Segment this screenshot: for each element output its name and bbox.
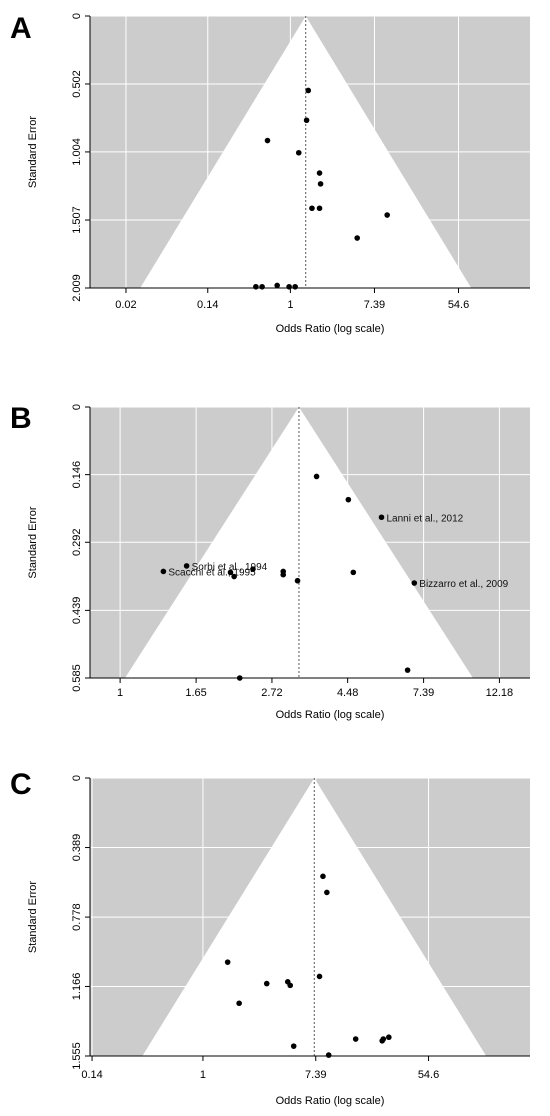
data-point bbox=[295, 149, 302, 156]
data-point bbox=[290, 1043, 297, 1049]
study-label: Lanni et al., 2012 bbox=[387, 513, 464, 524]
x-tick-label: 4.48 bbox=[337, 687, 358, 699]
data-point bbox=[317, 181, 324, 187]
data-points: Lanni et al., 2012 Sorbi et al., 1994Scac… bbox=[160, 473, 509, 681]
data-point bbox=[350, 569, 357, 576]
y-tick-label: 0.585 bbox=[71, 664, 83, 692]
funnel-plot-panel-b: B Lanni et al., 2012 Sorbi et al., 1994 Sc… bbox=[0, 390, 550, 730]
data-point bbox=[224, 959, 231, 965]
y-tick-label: 0.439 bbox=[71, 597, 83, 625]
funnel-region bbox=[124, 407, 473, 678]
data-point bbox=[287, 982, 294, 989]
x-tick-label: 0.14 bbox=[81, 1069, 102, 1081]
funnel-region bbox=[142, 778, 487, 1056]
data-point bbox=[294, 577, 301, 584]
data-point bbox=[263, 980, 270, 987]
data-point bbox=[352, 1036, 359, 1042]
x-tick-label: 1 bbox=[117, 687, 123, 699]
data-point bbox=[264, 137, 271, 144]
panel-letter: C bbox=[10, 768, 32, 801]
x-axis-title: Odds Ratio (log scale) bbox=[276, 709, 385, 721]
data-point bbox=[303, 117, 310, 124]
y-axis-title: Standard Error bbox=[27, 506, 39, 578]
x-tick-label: 12.18 bbox=[486, 687, 514, 699]
x-axis-ticks: 0.02 0.14 1 7.39 54.6 bbox=[115, 288, 469, 311]
y-axis-title: Standard Error bbox=[27, 881, 39, 953]
funnel-plot-a: 0.02 0.14 1 7.39 54.6 0 0.502 1.004 1.507 2.009 Od… bbox=[27, 13, 530, 335]
y-axis-ticks: 0 0.502 1.004 1.507 2.009 bbox=[71, 13, 90, 302]
x-tick-label: 54.6 bbox=[418, 1069, 439, 1081]
data-point bbox=[313, 473, 320, 480]
x-tick-label: 1 bbox=[200, 1069, 206, 1081]
y-tick-label: 0.778 bbox=[71, 903, 83, 931]
y-tick-label: 0.389 bbox=[71, 834, 83, 862]
y-tick-label: 1.166 bbox=[71, 973, 83, 1001]
data-point bbox=[231, 573, 237, 580]
data-point bbox=[316, 205, 323, 212]
y-tick-label: 0 bbox=[71, 13, 83, 19]
data-point bbox=[292, 283, 298, 290]
x-tick-label: 1.65 bbox=[185, 687, 206, 699]
y-tick-label: 1.555 bbox=[71, 1042, 83, 1070]
funnel-plot-panel-a: A 0.02 0.14 1 7.39 54.6 0 0.502 1.004 1.507 2.009… bbox=[0, 0, 550, 370]
panel-letter: B bbox=[10, 402, 32, 435]
data-point bbox=[384, 212, 390, 218]
data-point bbox=[411, 580, 418, 586]
data-point bbox=[160, 568, 167, 575]
y-tick-label: 0 bbox=[71, 404, 83, 410]
data-points bbox=[224, 873, 392, 1058]
data-point bbox=[320, 873, 326, 880]
data-point bbox=[227, 569, 234, 576]
data-point bbox=[274, 282, 280, 289]
data-point bbox=[404, 667, 411, 673]
study-label: Sorbi et al., 1994 bbox=[192, 562, 268, 573]
data-point bbox=[325, 1052, 332, 1058]
data-point bbox=[309, 205, 315, 212]
y-tick-label: 0.502 bbox=[71, 70, 83, 98]
y-tick-label: 1.507 bbox=[71, 206, 83, 234]
data-point bbox=[380, 1036, 387, 1042]
data-point bbox=[316, 973, 323, 980]
data-point bbox=[386, 1034, 392, 1041]
data-point bbox=[236, 1000, 242, 1007]
x-tick-label: 0.02 bbox=[115, 299, 136, 311]
x-axis-ticks: 0.14 1 7.39 54.6 bbox=[81, 1056, 439, 1081]
funnel-plot-c: 0.14 1 7.39 54.6 0 0.389 0.778 1.166 1.555 Odds R… bbox=[27, 775, 530, 1107]
data-point bbox=[286, 283, 292, 290]
x-axis-title: Odds Ratio (log scale) bbox=[276, 323, 385, 335]
y-tick-label: 0.292 bbox=[71, 529, 83, 557]
data-point bbox=[280, 571, 287, 578]
y-tick-label: 2.009 bbox=[71, 274, 83, 302]
y-tick-label: 0 bbox=[71, 775, 83, 781]
data-point bbox=[354, 235, 360, 241]
x-tick-label: 2.72 bbox=[261, 687, 282, 699]
data-point bbox=[259, 283, 265, 290]
y-tick-label: 0.146 bbox=[71, 461, 83, 489]
x-tick-label: 7.39 bbox=[305, 1069, 326, 1081]
x-axis-title: Odds Ratio (log scale) bbox=[276, 1095, 385, 1107]
y-axis-ticks: 0 0.146 0.292 0.439 0.585 bbox=[71, 404, 90, 692]
data-point bbox=[324, 889, 330, 896]
data-point bbox=[345, 496, 352, 503]
data-point bbox=[250, 566, 256, 572]
y-tick-label: 1.004 bbox=[71, 138, 83, 166]
study-label: Scacchi et al., 1995 bbox=[168, 567, 256, 578]
x-tick-label: 0.14 bbox=[197, 299, 218, 311]
funnel-plot-panel-c: C 0.14 1 7.39 54.6 0 0.389 0.778 1.166 1.555 Odds… bbox=[0, 760, 550, 1116]
funnel-plot-b: Lanni et al., 2012 Sorbi et al., 1994Scac… bbox=[27, 404, 530, 721]
y-axis-ticks: 0 0.389 0.778 1.166 1.555 bbox=[71, 775, 90, 1070]
x-tick-label: 7.39 bbox=[364, 299, 385, 311]
study-label: Bizzarro et al., 2009 bbox=[419, 579, 508, 590]
x-tick-label: 7.39 bbox=[413, 687, 434, 699]
data-point bbox=[253, 283, 259, 290]
data-point bbox=[305, 87, 312, 94]
panel-letter: A bbox=[10, 12, 32, 45]
data-point bbox=[378, 514, 385, 521]
x-tick-label: 1 bbox=[287, 299, 293, 311]
x-axis-ticks: 1 1.65 2.72 4.48 7.39 12.18 bbox=[117, 678, 513, 699]
data-point bbox=[183, 563, 190, 569]
y-axis-title: Standard Error bbox=[27, 116, 39, 188]
x-tick-label: 54.6 bbox=[448, 299, 469, 311]
data-point bbox=[316, 170, 323, 176]
